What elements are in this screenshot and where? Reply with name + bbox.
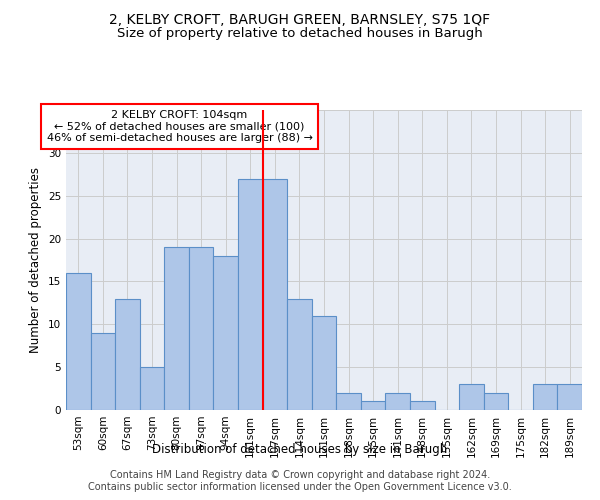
Bar [312, 316, 336, 410]
Bar [484, 393, 508, 410]
Bar [189, 247, 214, 410]
Text: 2 KELBY CROFT: 104sqm
← 52% of detached houses are smaller (100)
46% of semi-det: 2 KELBY CROFT: 104sqm ← 52% of detached … [47, 110, 313, 143]
Text: 2, KELBY CROFT, BARUGH GREEN, BARNSLEY, S75 1QF: 2, KELBY CROFT, BARUGH GREEN, BARNSLEY, … [109, 12, 491, 26]
Bar [361, 402, 385, 410]
Bar [287, 298, 312, 410]
Text: Distribution of detached houses by size in Barugh: Distribution of detached houses by size … [152, 442, 448, 456]
Bar [336, 393, 361, 410]
Bar [238, 178, 263, 410]
Bar [91, 333, 115, 410]
Bar [459, 384, 484, 410]
Bar [214, 256, 238, 410]
Bar [66, 273, 91, 410]
Bar [140, 367, 164, 410]
Text: Size of property relative to detached houses in Barugh: Size of property relative to detached ho… [117, 28, 483, 40]
Bar [115, 298, 140, 410]
Bar [164, 247, 189, 410]
Bar [263, 178, 287, 410]
Text: Contains HM Land Registry data © Crown copyright and database right 2024.: Contains HM Land Registry data © Crown c… [110, 470, 490, 480]
Y-axis label: Number of detached properties: Number of detached properties [29, 167, 43, 353]
Text: Contains public sector information licensed under the Open Government Licence v3: Contains public sector information licen… [88, 482, 512, 492]
Bar [385, 393, 410, 410]
Bar [410, 402, 434, 410]
Bar [533, 384, 557, 410]
Bar [557, 384, 582, 410]
